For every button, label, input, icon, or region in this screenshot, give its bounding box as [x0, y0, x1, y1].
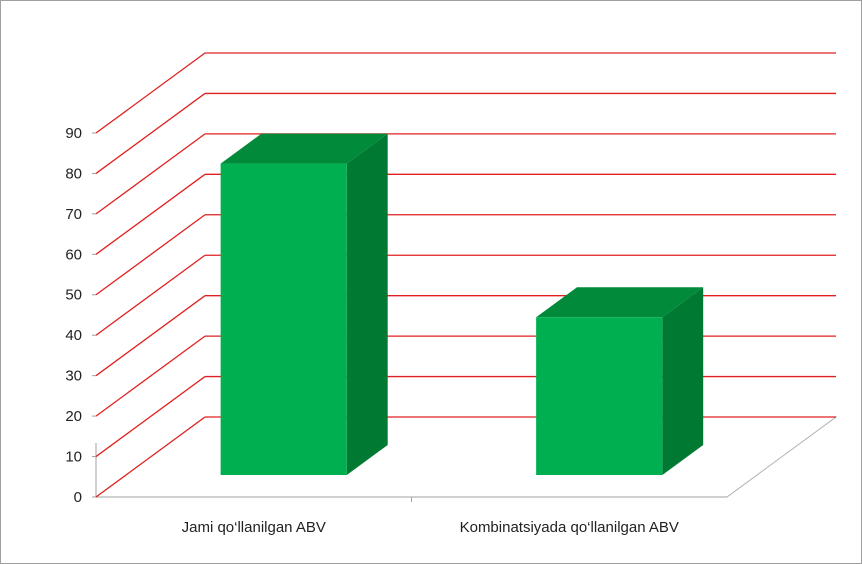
- y-tick-label: 60: [65, 246, 82, 263]
- x-tick-label: Jami qo‘llanilgan ABV: [182, 519, 326, 536]
- y-tick-label: 30: [65, 368, 82, 385]
- grid-line: [95, 92, 206, 174]
- bar-top: [220, 133, 388, 164]
- grid-line: [95, 416, 206, 498]
- bar-side: [346, 133, 388, 476]
- y-tick-label: 50: [65, 287, 82, 304]
- y-tick-label: 40: [65, 327, 82, 344]
- grid-line: [95, 376, 206, 458]
- y-tick-label: 80: [65, 165, 82, 182]
- bar-top: [536, 287, 704, 318]
- grid-line: [95, 295, 206, 377]
- grid-line: [95, 254, 206, 336]
- y-tick-label: 20: [65, 408, 82, 425]
- grid-line: [95, 214, 206, 296]
- y-tick-label: 90: [65, 125, 82, 142]
- grid-line: [95, 173, 206, 255]
- grid-line: [95, 335, 206, 417]
- grid-line: [95, 52, 206, 134]
- bar: [536, 317, 663, 475]
- y-tick-label: 10: [65, 449, 82, 466]
- grid-line: [95, 133, 206, 215]
- y-tick-label: 70: [65, 206, 82, 223]
- bar: [220, 163, 347, 476]
- bar-side: [662, 287, 704, 475]
- x-tick-label: Kombinatsiyada qo‘llanilgan ABV: [460, 519, 679, 536]
- y-tick-label: 0: [74, 489, 82, 506]
